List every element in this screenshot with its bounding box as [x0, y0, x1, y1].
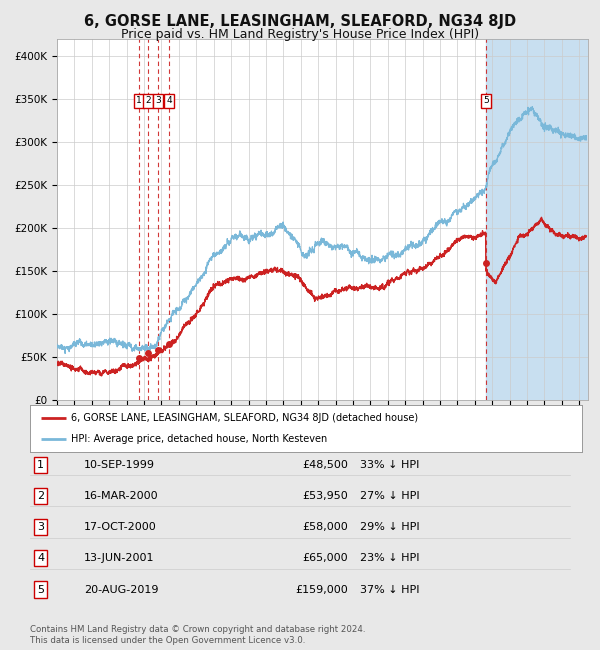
Text: 13-JUN-2001: 13-JUN-2001 [84, 553, 155, 564]
Text: 17-OCT-2000: 17-OCT-2000 [84, 522, 157, 532]
Text: 10-SEP-1999: 10-SEP-1999 [84, 460, 155, 470]
Text: 23% ↓ HPI: 23% ↓ HPI [360, 553, 419, 564]
Text: 20-AUG-2019: 20-AUG-2019 [84, 584, 158, 595]
Text: £159,000: £159,000 [295, 584, 348, 595]
Text: 6, GORSE LANE, LEASINGHAM, SLEAFORD, NG34 8JD: 6, GORSE LANE, LEASINGHAM, SLEAFORD, NG3… [84, 14, 516, 29]
Text: 2: 2 [37, 491, 44, 501]
Text: £65,000: £65,000 [302, 553, 348, 564]
Text: 2: 2 [145, 96, 151, 105]
Bar [486, 39, 588, 400]
Text: £58,000: £58,000 [302, 522, 348, 532]
Text: 37% ↓ HPI: 37% ↓ HPI [360, 584, 419, 595]
Text: 3: 3 [155, 96, 161, 105]
Text: 5: 5 [37, 584, 44, 595]
Text: Contains HM Land Registry data © Crown copyright and database right 2024.
This d: Contains HM Land Registry data © Crown c… [30, 625, 365, 645]
Text: 1: 1 [37, 460, 44, 470]
Text: 5: 5 [483, 96, 488, 105]
Text: 3: 3 [37, 522, 44, 532]
Text: 16-MAR-2000: 16-MAR-2000 [84, 491, 158, 501]
Text: Price paid vs. HM Land Registry's House Price Index (HPI): Price paid vs. HM Land Registry's House … [121, 28, 479, 41]
Text: 4: 4 [37, 553, 44, 564]
Text: 33% ↓ HPI: 33% ↓ HPI [360, 460, 419, 470]
Text: £48,500: £48,500 [302, 460, 348, 470]
Text: 29% ↓ HPI: 29% ↓ HPI [360, 522, 419, 532]
Text: 1: 1 [136, 96, 142, 105]
Text: HPI: Average price, detached house, North Kesteven: HPI: Average price, detached house, Nort… [71, 434, 328, 444]
Text: 27% ↓ HPI: 27% ↓ HPI [360, 491, 419, 501]
Text: £53,950: £53,950 [302, 491, 348, 501]
Text: 4: 4 [166, 96, 172, 105]
Text: 6, GORSE LANE, LEASINGHAM, SLEAFORD, NG34 8JD (detached house): 6, GORSE LANE, LEASINGHAM, SLEAFORD, NG3… [71, 413, 419, 422]
